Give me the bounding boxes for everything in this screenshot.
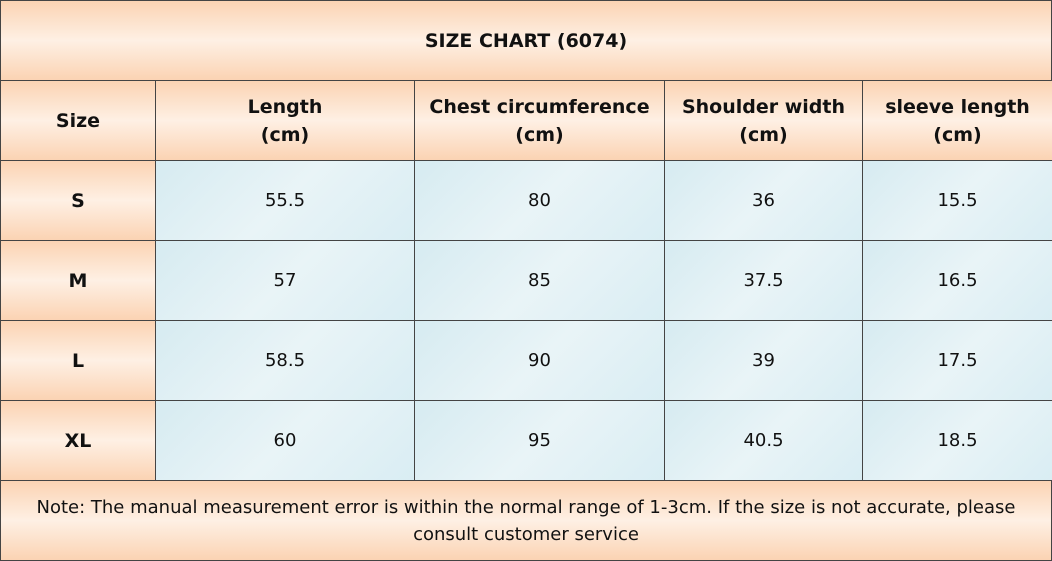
- value-cell: 40.5: [664, 400, 863, 481]
- size-cell: L: [0, 320, 156, 401]
- value-cell: 80: [414, 160, 665, 241]
- header-unit: (cm): [739, 123, 788, 146]
- header-cell: Length (cm): [155, 80, 415, 161]
- header-name: Shoulder width: [681, 95, 846, 118]
- size-cell: M: [0, 240, 156, 321]
- header-unit: (cm): [260, 123, 310, 146]
- value-cell: 57: [155, 240, 415, 321]
- header-name: sleeve length: [885, 95, 1030, 118]
- title: SIZE CHART (6074): [0, 0, 1052, 81]
- value-cell: 16.5: [862, 240, 1052, 321]
- header-name: Size: [55, 109, 101, 132]
- value-cell: 18.5: [862, 400, 1052, 481]
- value-cell: 95: [414, 400, 665, 481]
- header-cell: Chest circumference (cm): [414, 80, 665, 161]
- header-unit: (cm): [515, 123, 564, 146]
- size-cell: S: [0, 160, 156, 241]
- note: Note: The manual measurement error is wi…: [0, 480, 1052, 561]
- value-cell: 60: [155, 400, 415, 481]
- header-cell: Shoulder width (cm): [664, 80, 863, 161]
- value-cell: 58.5: [155, 320, 415, 401]
- header-cell: sleeve length (cm): [862, 80, 1052, 161]
- header-name: Chest circumference: [429, 95, 650, 118]
- value-cell: 37.5: [664, 240, 863, 321]
- header-cell: Size: [0, 80, 156, 161]
- value-cell: 90: [414, 320, 665, 401]
- value-cell: 15.5: [862, 160, 1052, 241]
- value-cell: 36: [664, 160, 863, 241]
- value-cell: 39: [664, 320, 863, 401]
- header-unit: (cm): [933, 123, 982, 146]
- size-cell: XL: [0, 400, 156, 481]
- value-cell: 17.5: [862, 320, 1052, 401]
- value-cell: 55.5: [155, 160, 415, 241]
- value-cell: 85: [414, 240, 665, 321]
- header-name: Length: [247, 95, 323, 118]
